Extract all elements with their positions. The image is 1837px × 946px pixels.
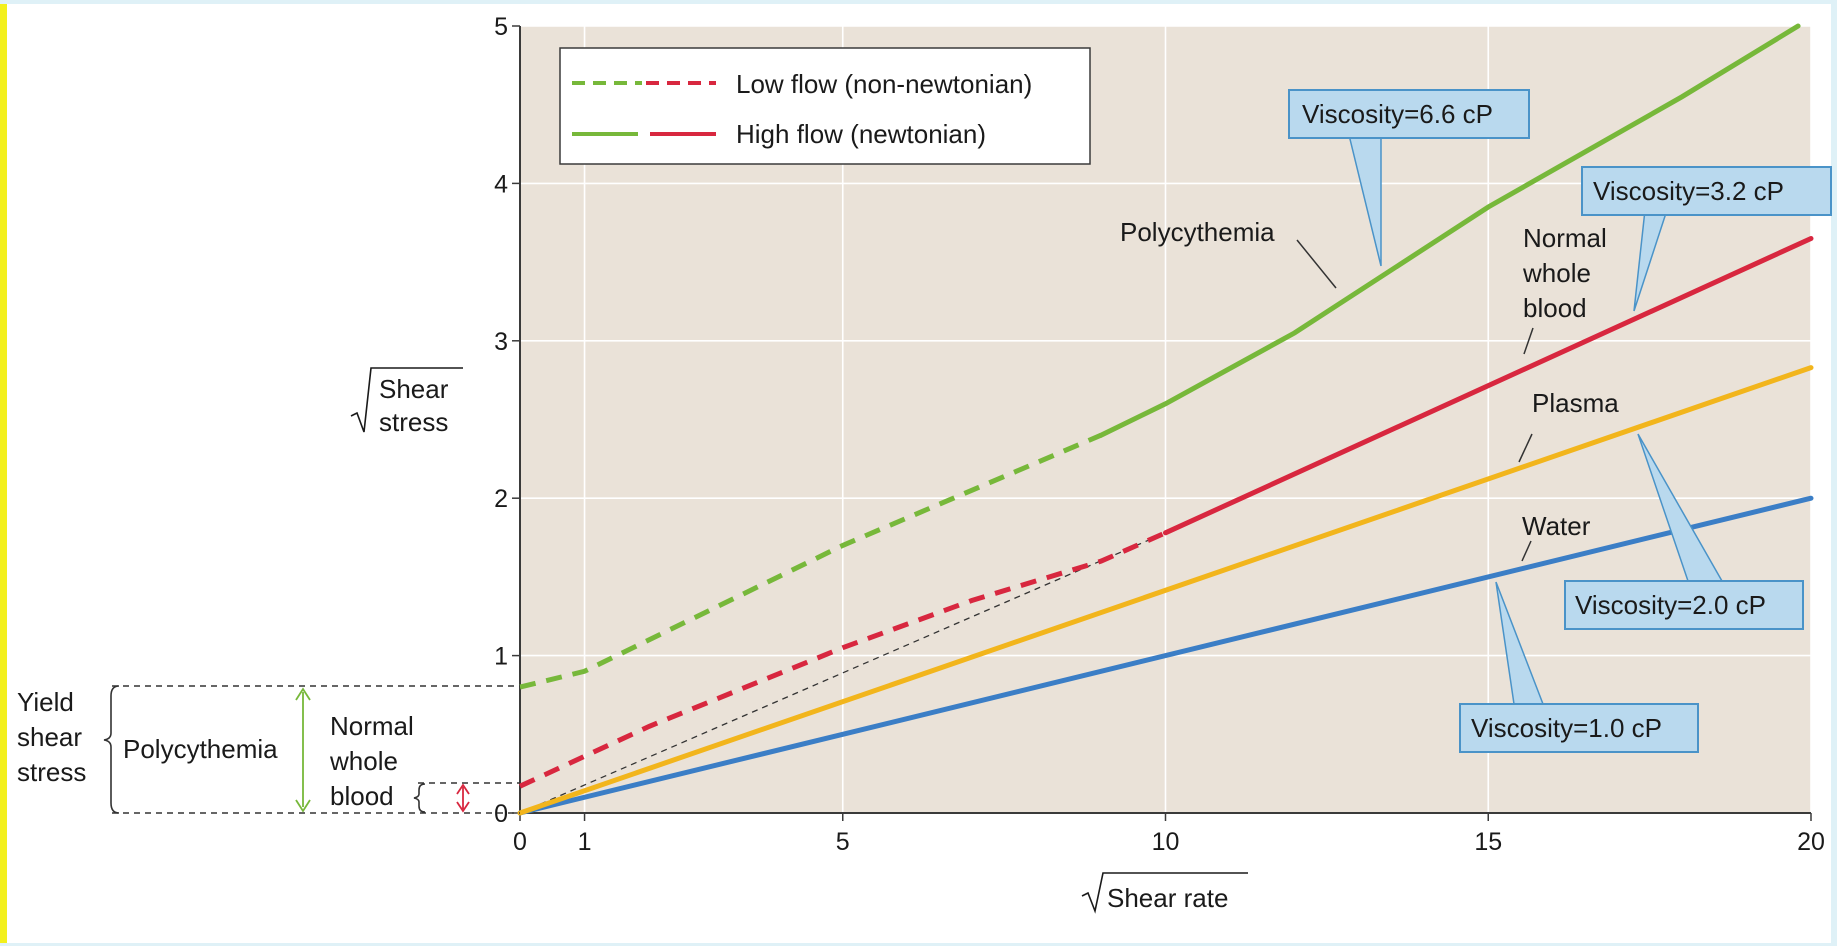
y-axis-label: Shear stress — [350, 367, 463, 437]
callout-6-6-box — [1288, 89, 1530, 139]
series-layer — [517, 23, 1814, 816]
leader-plasma — [1518, 433, 1533, 463]
y-axis-label-line-2: stress — [379, 407, 448, 437]
x-tick-label-10: 10 — [1152, 828, 1180, 856]
yield-normal-brace — [413, 783, 426, 813]
curve-labels: Polycythemia Normal whole blood Plasma W… — [1120, 217, 1619, 562]
callout-1-0-text: Viscosity=1.0 cP — [1471, 713, 1662, 743]
curve-label-plasma: Plasma — [1532, 388, 1619, 418]
yield-polycythemia-arrow-up-head — [295, 687, 311, 701]
legend-high-flow-label: High flow (newtonian) — [736, 119, 986, 149]
leader-normal — [1523, 327, 1534, 355]
x-axis-label: Shear rate — [1081, 872, 1248, 914]
callout-viscosity-2-0: Viscosity=2.0 cP — [1564, 433, 1804, 630]
curve-label-polycythemia: Polycythemia — [1120, 217, 1275, 247]
series-water-high-flow — [517, 495, 1814, 816]
curve-label-normal-line-1: Normal — [1523, 223, 1607, 253]
series-polycythemia-low-flow — [519, 432, 1102, 690]
curve-label-water: Water — [1522, 511, 1591, 541]
curve-label-normal-line-2: whole — [1522, 258, 1591, 288]
x-tick-label-1: 1 — [578, 828, 592, 856]
callout-viscosity-1-0: Viscosity=1.0 cP — [1459, 581, 1699, 753]
leader-water — [1521, 540, 1532, 562]
y-tick-label-2: 2 — [494, 485, 508, 513]
callout-3-2-text: Viscosity=3.2 cP — [1593, 176, 1784, 206]
y-axis-label-line-1: Shear — [379, 374, 449, 404]
reference-dashed-line — [519, 532, 1166, 814]
y-tick-label-0: 0 — [494, 800, 508, 828]
yield-annotation: Yield shear stress Polycythemia Normal w… — [17, 685, 520, 814]
callout-viscosity-3-2: Viscosity=3.2 cP — [1581, 166, 1832, 312]
y-tick-label-5: 5 — [494, 13, 508, 41]
callout-2-0-text: Viscosity=2.0 cP — [1575, 590, 1766, 620]
yield-title-line-2: shear — [17, 722, 82, 752]
series-normal-whole-blood-low-flow — [518, 530, 1167, 789]
x-tick-label-20: 20 — [1797, 828, 1825, 856]
y-tick-labels: 0 1 2 3 4 5 — [494, 13, 520, 828]
y-label-radical-sign — [350, 367, 463, 433]
y-tick-label-4: 4 — [494, 170, 508, 198]
x-tick-label-5: 5 — [836, 828, 850, 856]
bottom-edge-strip — [0, 943, 1837, 946]
leader-polycythemia — [1296, 239, 1337, 289]
series-normal-whole-blood-high-flow — [1163, 236, 1814, 536]
callout-2-0-box — [1564, 580, 1804, 630]
yield-normal-arrow-up-head — [456, 783, 470, 795]
callout-viscosity-6-6: Viscosity=6.6 cP — [1288, 89, 1530, 267]
legend-low-flow-label: Low flow (non-newtonian) — [736, 69, 1032, 99]
callout-6-6-text: Viscosity=6.6 cP — [1302, 99, 1493, 129]
yield-normal-label-line-3: blood — [330, 781, 394, 811]
yield-title-line-1: Yield — [17, 687, 74, 717]
x-axis-label-text: Shear rate — [1107, 883, 1228, 913]
callout-3-2-box — [1581, 166, 1832, 216]
legend: Low flow (non-newtonian) High flow (newt… — [559, 47, 1091, 165]
left-edge-strip — [0, 0, 7, 946]
yield-outer-brace — [103, 685, 120, 814]
yield-polycythemia-arrow-down-head — [295, 799, 311, 813]
y-tick-label-3: 3 — [494, 328, 508, 356]
yield-title-line-3: stress — [17, 757, 86, 787]
curve-label-normal-line-3: blood — [1523, 293, 1587, 323]
right-edge-strip — [1831, 0, 1837, 946]
yield-normal-label-line-2: whole — [329, 746, 398, 776]
x-tick-labels: 0 1 5 10 15 20 — [513, 813, 1825, 856]
callout-1-0-box — [1459, 703, 1699, 753]
legend-box — [559, 47, 1091, 165]
x-label-radical-sign — [1081, 872, 1248, 914]
yield-polycythemia-label: Polycythemia — [123, 734, 278, 764]
y-tick-label-1: 1 — [494, 643, 508, 671]
yield-normal-arrow-down-head — [456, 801, 470, 813]
x-tick-label-0: 0 — [513, 828, 527, 856]
yield-normal-label-line-1: Normal — [330, 711, 414, 741]
x-tick-label-15: 15 — [1474, 828, 1502, 856]
series-polycythemia-high-flow — [1098, 23, 1801, 438]
series-plasma-high-flow — [517, 365, 1814, 816]
top-edge-strip — [0, 0, 1837, 4]
